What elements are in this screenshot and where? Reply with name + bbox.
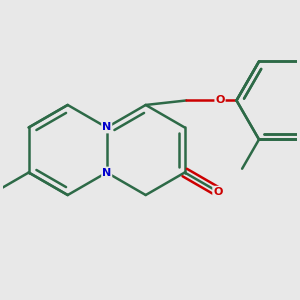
Text: N: N [102,167,111,178]
Text: O: O [213,187,223,197]
Text: O: O [215,95,225,106]
Text: N: N [102,122,111,133]
